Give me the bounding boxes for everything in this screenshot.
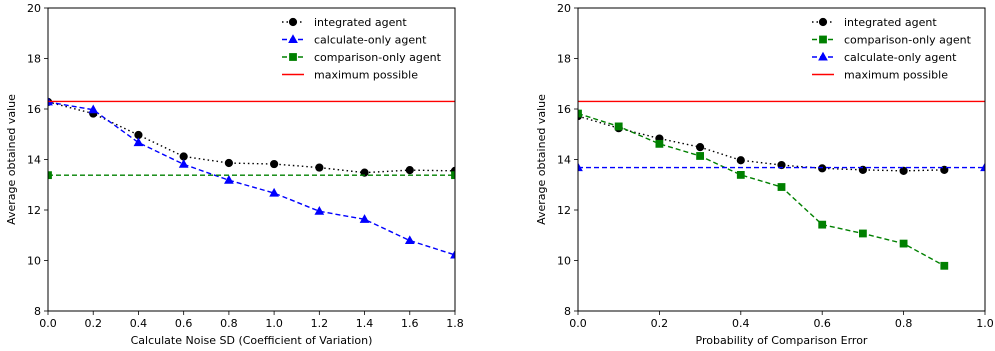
data-point-integrated-agent [736, 156, 745, 165]
x-tick-label: 1.0 [265, 317, 283, 330]
legend: integrated agent comparison-only agent cal… [812, 16, 972, 82]
data-point-integrated-agent [360, 168, 369, 177]
y-tick-label: 8 [34, 305, 41, 318]
data-point-comparison-only-agent [48, 171, 52, 180]
series-line-integrated-agent [578, 115, 945, 172]
y-tick-label: 20 [27, 2, 41, 15]
y-axis-label: Average obtained value [535, 94, 548, 225]
data-point-calculate-only-agent [269, 187, 279, 197]
chart-panel-1: 0.0 0.2 0.4 0.6 0.8 1.0 1.2 1.4 1.6 1.8 8 10 12 14 16 1… [5, 2, 464, 347]
data-point-comparison-only-agent [940, 261, 949, 270]
x-tick-label: 0.8 [895, 317, 913, 330]
data-point-comparison-only-agent [578, 109, 582, 118]
legend-marker-calculate-only-agent [288, 34, 298, 43]
y-tick-label: 20 [557, 2, 571, 15]
y-tick-label: 18 [557, 53, 571, 66]
data-point-comparison-only-agent [614, 122, 623, 131]
y-axis-label: Average obtained value [5, 94, 18, 225]
x-tick-label: 0.4 [130, 317, 148, 330]
x-tick-label: 0.0 [39, 317, 57, 330]
y-tick-label: 10 [27, 255, 41, 268]
legend-marker-integrated-agent [288, 17, 298, 27]
data-point-calculate-only-agent [224, 174, 234, 184]
data-point-calculate-only-agent [88, 104, 99, 114]
data-point-integrated-agent [315, 163, 324, 172]
data-point-comparison-only-agent [696, 152, 705, 160]
x-tick-label: 1.0 [976, 317, 994, 330]
x-tick-label: 1.6 [401, 317, 419, 330]
plot-frame [47, 7, 456, 312]
legend: integrated agent calculate-only agent comp… [282, 16, 442, 82]
data-point-comparison-only-agent [777, 183, 786, 191]
data-point-calculate-only-agent [404, 235, 415, 245]
y-tick-label: 16 [27, 103, 41, 116]
data-point-comparison-only-agent [859, 229, 867, 238]
y-tick-label: 12 [557, 204, 571, 217]
legend-label-integrated-agent: integrated agent [314, 16, 407, 29]
legend-label-calculate-only-agent: calculate-only agent [844, 51, 957, 64]
x-tick-label: 1.2 [311, 317, 329, 330]
y-tick-label: 10 [557, 255, 571, 268]
data-point-integrated-agent [405, 166, 414, 175]
y-tick-label: 12 [27, 204, 41, 217]
x-axis-label: Probability of Comparison Error [696, 334, 868, 347]
x-axis-label: Calculate Noise SD (Coefficient of Varia… [131, 334, 373, 347]
data-point-comparison-only-agent [451, 171, 455, 180]
series-line-integrated-agent [48, 101, 455, 174]
legend-marker-calculate-only-agent [818, 51, 828, 61]
y-tick-label: 18 [27, 53, 41, 66]
data-point-comparison-only-agent [818, 220, 827, 229]
legend-label-calculate-only-agent: calculate-only agent [314, 34, 427, 47]
y-tick-label: 16 [557, 103, 571, 116]
data-point-integrated-agent [224, 158, 233, 168]
y-tick-label: 14 [557, 154, 571, 167]
data-point-calculate-only-agent [450, 249, 455, 259]
legend-marker-comparison-only-agent [289, 53, 297, 61]
data-point-calculate-only-agent [133, 137, 144, 147]
x-tick-label: 0.6 [175, 317, 193, 330]
data-point-comparison-only-agent [736, 171, 745, 179]
data-point-calculate-only-agent [178, 159, 189, 168]
legend-marker-integrated-agent [818, 17, 828, 27]
series-group [48, 96, 455, 259]
legend-label-maximum-possible: maximum possible [844, 69, 948, 82]
x-tick-label: 0.0 [569, 317, 587, 330]
y-tick-label: 8 [564, 305, 571, 318]
data-point-calculate-only-agent [578, 162, 583, 172]
data-point-calculate-only-agent [980, 162, 985, 172]
data-point-integrated-agent [179, 152, 188, 161]
x-tick-label: 1.4 [356, 317, 374, 330]
chart-panel-2: 0.0 0.2 0.4 0.6 0.8 1.0 8 10 12 14 16 18 20 Probabili… [535, 2, 994, 347]
x-tick-label: 0.8 [220, 317, 238, 330]
data-point-integrated-agent [696, 143, 705, 152]
data-point-calculate-only-agent [359, 214, 370, 223]
legend-label-comparison-only-agent: comparison-only agent [844, 34, 972, 47]
data-point-comparison-only-agent [899, 239, 908, 248]
x-tick-label: 0.6 [813, 317, 831, 330]
series-group [578, 100, 985, 270]
legend-label-comparison-only-agent: comparison-only agent [314, 51, 442, 64]
data-point-calculate-only-agent [314, 206, 325, 215]
data-point-integrated-agent [818, 164, 827, 173]
legend-label-integrated-agent: integrated agent [844, 16, 937, 29]
x-tick-label: 0.2 [84, 317, 102, 330]
data-point-integrated-agent [270, 159, 279, 169]
series-line-comparison-only-agent [578, 112, 945, 267]
data-point-comparison-only-agent [655, 139, 664, 148]
legend-marker-comparison-only-agent [819, 35, 827, 44]
y-tick-label: 14 [27, 154, 41, 167]
legend-label-maximum-possible: maximum possible [314, 69, 418, 82]
series-line-calculate-only-agent [48, 101, 455, 256]
x-tick-label: 0.4 [732, 317, 750, 330]
data-point-integrated-agent [777, 160, 786, 170]
plot-frame [577, 7, 986, 312]
data-point-integrated-agent [899, 166, 908, 175]
x-tick-label: 1.8 [446, 317, 464, 330]
x-tick-label: 0.2 [651, 317, 669, 330]
